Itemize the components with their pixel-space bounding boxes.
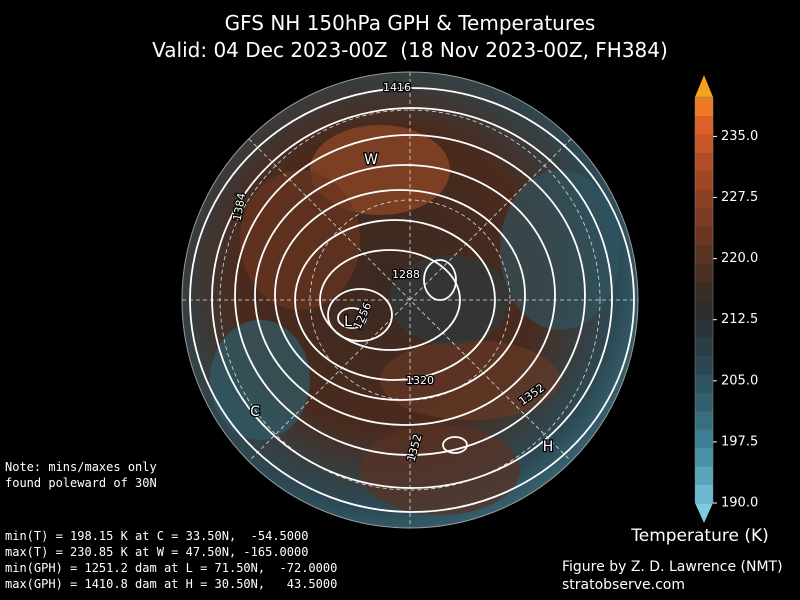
contour-label: 1320 xyxy=(406,374,434,387)
contour-label: 1288 xyxy=(392,268,420,281)
colorbar-band xyxy=(695,244,713,264)
colorbar-tick-label: 212.5 xyxy=(721,312,758,327)
colorbar-band xyxy=(695,207,713,227)
subtitle: Valid: 04 Dec 2023-00Z (18 Nov 2023-00Z,… xyxy=(152,38,668,62)
colorbar-band xyxy=(695,484,713,504)
colorbar-frame xyxy=(694,96,714,504)
marker: L xyxy=(344,314,352,330)
marker: W xyxy=(364,152,378,168)
colorbar-band xyxy=(695,115,713,135)
colorbar-band xyxy=(695,189,713,209)
contour-label: 1384 xyxy=(231,192,249,222)
colorbar-band xyxy=(695,170,713,190)
colorbar-band xyxy=(695,226,713,246)
credit: Figure by Z. D. Lawrence (NMT) xyxy=(562,559,783,575)
contour-label: 1416 xyxy=(383,81,411,94)
colorbar-tick-label: 197.5 xyxy=(721,434,758,449)
credit: stratobserve.com xyxy=(562,577,685,593)
colorbar-band xyxy=(695,318,713,338)
colorbar-band xyxy=(695,300,713,319)
note: Note: mins/maxes only xyxy=(5,460,157,474)
note: found poleward of 30N xyxy=(5,476,157,490)
colorbar-band xyxy=(695,355,713,375)
stat: min(GPH) = 1251.2 dam at L = 71.50N, -72… xyxy=(5,561,337,575)
colorbar-band xyxy=(695,97,713,116)
stat: max(T) = 230.85 K at W = 47.50N, -165.00… xyxy=(5,545,308,559)
stat: min(T) = 198.15 K at C = 33.50N, -54.500… xyxy=(5,529,308,543)
colorbar-band xyxy=(695,429,713,449)
colorbar-tick-label: 227.5 xyxy=(721,190,758,205)
colorbar-band xyxy=(695,281,713,301)
colorbar-band xyxy=(695,373,713,393)
colorbar-band xyxy=(695,466,713,486)
colorbar: 190.0 197.5 205.0 212.5 220.0 227.5 235.0 xyxy=(694,75,758,523)
colorbar-tick-label: 220.0 xyxy=(721,251,758,266)
marker: C xyxy=(250,404,260,420)
colorbar-tick-label: 235.0 xyxy=(721,129,758,144)
stat: max(GPH) = 1410.8 dam at H = 30.50N, 43.… xyxy=(5,577,337,591)
colorbar-band xyxy=(695,336,713,356)
colorbar-band xyxy=(695,392,713,412)
colorbar-label: Temperature (K) xyxy=(630,526,769,546)
colorbar-band xyxy=(695,152,713,172)
colorbar-band xyxy=(695,447,713,467)
title: GFS NH 150hPa GPH & Temperatures xyxy=(225,11,596,35)
map xyxy=(182,72,638,528)
colorbar-tick-label: 205.0 xyxy=(721,373,758,388)
marker: H xyxy=(543,439,554,455)
colorbar-tick-label: 190.0 xyxy=(721,496,758,511)
colorbar-band xyxy=(695,410,713,430)
colorbar-band xyxy=(695,263,713,283)
colorbar-band xyxy=(695,133,713,153)
